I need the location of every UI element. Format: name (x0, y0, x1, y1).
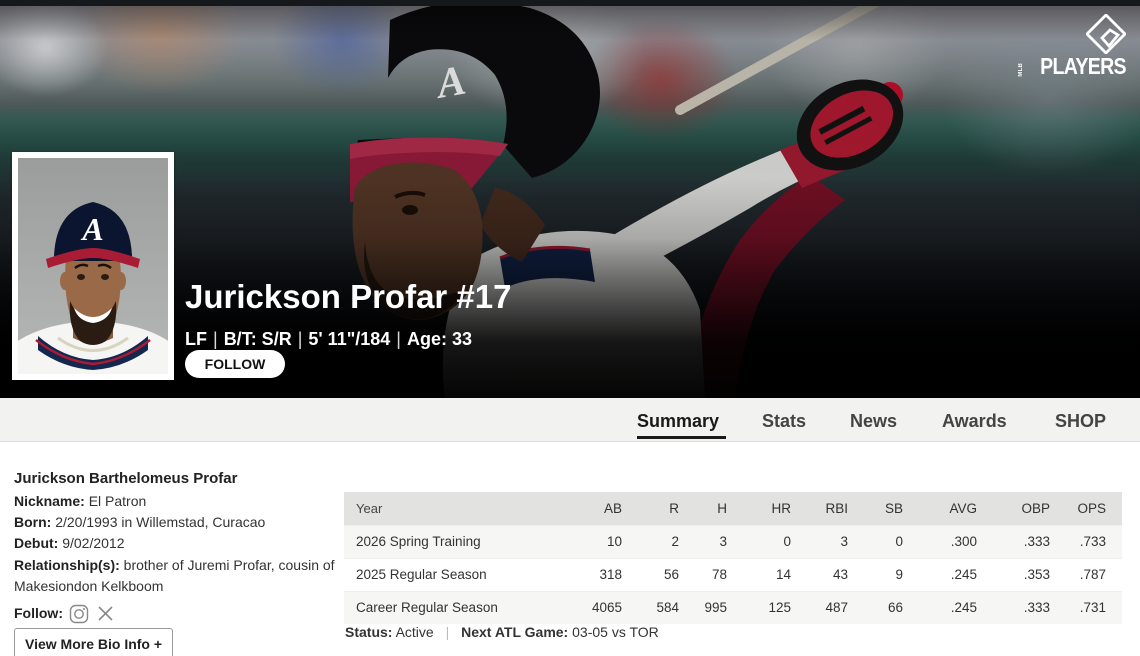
svg-text:A: A (80, 211, 103, 247)
